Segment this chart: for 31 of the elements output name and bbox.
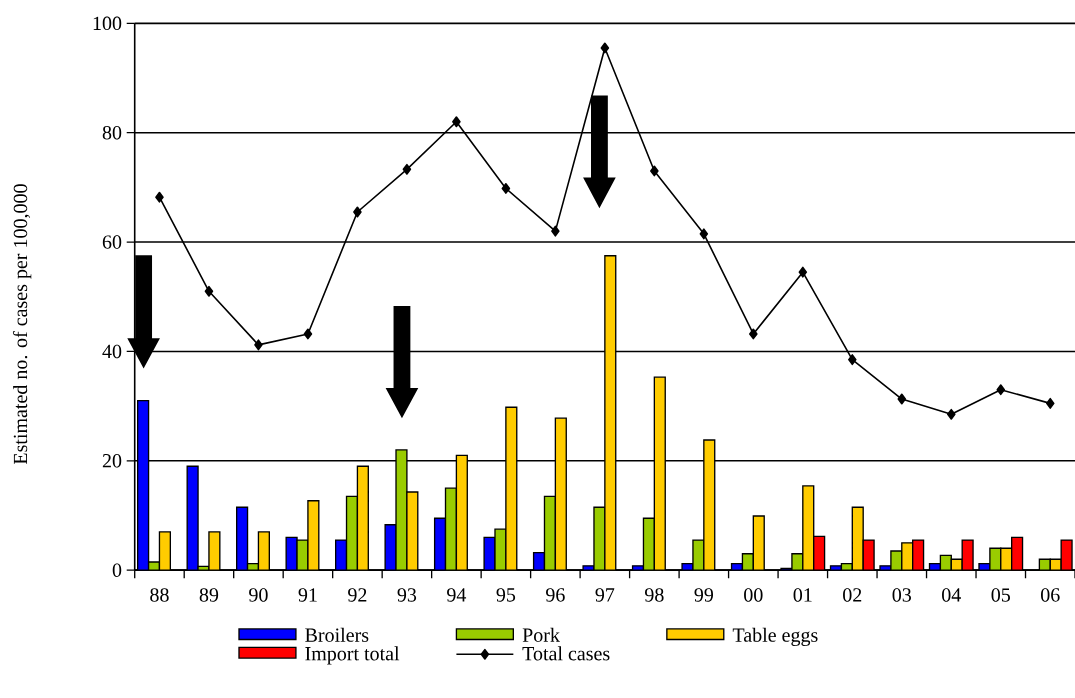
legend-label: Import total xyxy=(305,646,400,665)
x-tick-label: 04 xyxy=(942,588,961,602)
x-tick-label: 02 xyxy=(843,588,862,602)
x-tick-label: 92 xyxy=(348,588,367,602)
x-tick-label: 03 xyxy=(892,588,912,602)
x-tick-label: 95 xyxy=(496,588,516,602)
y-tick-label: 20 xyxy=(102,453,122,468)
x-tick-label: 97 xyxy=(595,588,615,602)
legend-label: Broilers xyxy=(305,627,369,642)
legend-label: Total cases xyxy=(522,646,610,661)
x-tick-label: 00 xyxy=(744,588,763,602)
x-tick-label: 96 xyxy=(546,588,565,602)
x-tick-label: 98 xyxy=(644,588,664,602)
x-tick-label: 91 xyxy=(298,588,317,602)
x-tick-label: 94 xyxy=(447,588,467,602)
y-tick-label: 0 xyxy=(112,563,122,577)
x-tick-label: 93 xyxy=(397,588,417,602)
x-tick-label: 90 xyxy=(249,588,268,602)
y-tick-label: 100 xyxy=(93,16,122,30)
x-tick-label: 05 xyxy=(991,588,1010,602)
x-tick-label: 01 xyxy=(793,588,812,602)
x-tick-label: 99 xyxy=(694,588,714,602)
legend-label: Table eggs xyxy=(732,627,818,646)
y-tick-label: 40 xyxy=(102,344,122,359)
x-tick-label: 06 xyxy=(1041,588,1060,602)
y-axis-title: Estimated no. of cases per 100,000 xyxy=(12,184,32,464)
legend-label: Pork xyxy=(522,627,560,642)
x-tick-label: 88 xyxy=(150,588,169,602)
y-tick-label: 80 xyxy=(102,125,122,140)
x-tick-label: 89 xyxy=(199,588,219,602)
y-tick-label: 60 xyxy=(102,235,122,249)
